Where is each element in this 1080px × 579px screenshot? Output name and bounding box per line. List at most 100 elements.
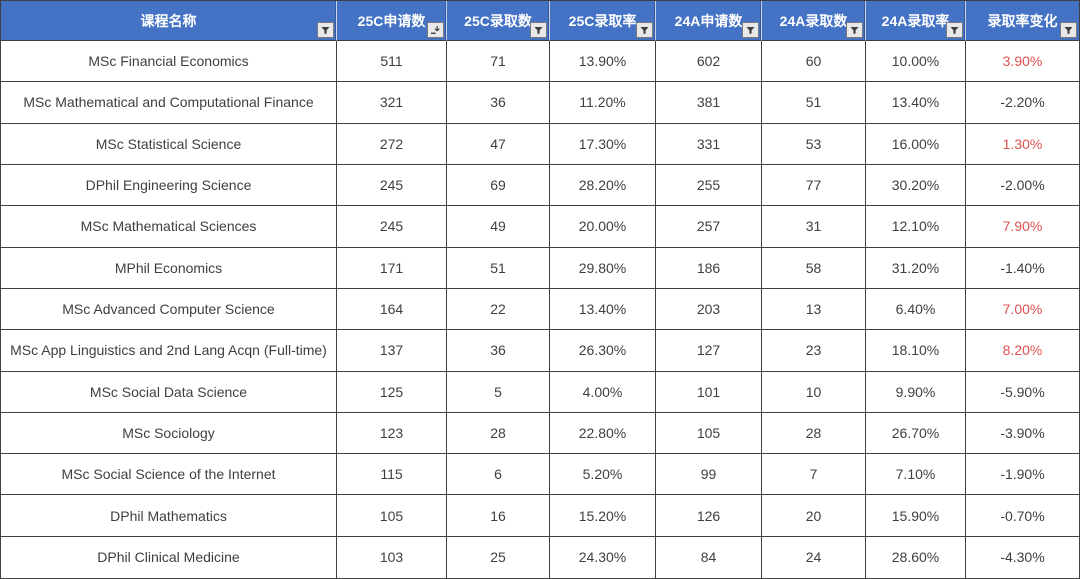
col-header-25c-offers: 25C录取数: [447, 1, 550, 41]
filter-dropdown-icon[interactable]: [846, 22, 863, 38]
cell-25c-rate: 24.30%: [550, 536, 656, 579]
table-row: MSc App Linguistics and 2nd Lang Acqn (F…: [1, 330, 1079, 372]
cell-24a-rate: 16.00%: [866, 123, 966, 165]
cell-rate-change: 7.90%: [966, 206, 1079, 248]
cell-24a-rate: 10.00%: [866, 41, 966, 83]
cell-course-name: MSc Sociology: [1, 412, 337, 455]
cell-course-name: MPhil Economics: [1, 247, 337, 289]
cell-24a-applications: 126: [656, 495, 762, 537]
cell-rate-change: -0.70%: [966, 495, 1079, 537]
cell-25c-applications: 245: [337, 164, 447, 207]
cell-24a-applications: 257: [656, 206, 762, 248]
filter-dropdown-icon[interactable]: [946, 22, 963, 38]
col-header-24a-offers: 24A录取数: [762, 1, 866, 41]
cell-24a-rate: 15.90%: [866, 495, 966, 537]
filter-dropdown-icon[interactable]: [742, 22, 759, 38]
cell-24a-offers: 10: [762, 371, 866, 413]
cell-course-name: MSc App Linguistics and 2nd Lang Acqn (F…: [1, 330, 337, 372]
cell-24a-rate: 26.70%: [866, 412, 966, 455]
cell-24a-offers: 13: [762, 288, 866, 331]
cell-24a-applications: 186: [656, 247, 762, 289]
cell-25c-offers: 28: [447, 412, 550, 455]
cell-25c-rate: 13.40%: [550, 288, 656, 331]
filter-dropdown-icon[interactable]: [1060, 22, 1077, 38]
cell-24a-rate: 7.10%: [866, 454, 966, 496]
cell-25c-rate: 26.30%: [550, 330, 656, 372]
cell-24a-applications: 84: [656, 536, 762, 579]
cell-rate-change: 3.90%: [966, 41, 1079, 83]
cell-course-name: MSc Financial Economics: [1, 41, 337, 83]
col-header-label: 录取率变化: [987, 12, 1058, 29]
filter-dropdown-icon[interactable]: [317, 22, 334, 38]
cell-24a-rate: 31.20%: [866, 247, 966, 289]
cell-25c-rate: 11.20%: [550, 82, 656, 124]
cell-25c-rate: 13.90%: [550, 41, 656, 83]
cell-course-name: MSc Social Data Science: [1, 371, 337, 413]
col-header-24a-applications: 24A申请数: [656, 1, 762, 41]
cell-25c-offers: 36: [447, 330, 550, 372]
table-row: MSc Statistical Science 272 47 17.30% 331 53 1…: [1, 123, 1079, 165]
cell-25c-rate: 22.80%: [550, 412, 656, 455]
cell-course-name: DPhil Clinical Medicine: [1, 536, 337, 579]
col-header-label: 24A录取率: [881, 12, 950, 29]
cell-24a-applications: 127: [656, 330, 762, 372]
cell-rate-change: -3.90%: [966, 413, 1079, 455]
table-row: MSc Sociology 123 28 22.80% 105 28 26.70% -3.90…: [1, 412, 1079, 455]
cell-25c-applications: 164: [337, 288, 447, 331]
cell-course-name: DPhil Mathematics: [1, 495, 337, 537]
cell-rate-change: -4.30%: [1000, 549, 1045, 566]
cell-24a-applications: 203: [656, 288, 762, 331]
col-header-25c-applications: 25C申请数: [337, 1, 447, 41]
cell-rate-change: 1.30%: [966, 124, 1079, 165]
cell-25c-offers: 22: [447, 288, 550, 331]
cell-24a-rate: 30.20%: [866, 164, 966, 207]
cell-25c-applications: 137: [337, 330, 447, 372]
cell-25c-rate: 17.30%: [550, 123, 656, 165]
cell-25c-applications: 103: [337, 536, 447, 579]
cell-25c-offers: 47: [447, 123, 550, 165]
cell-25c-offers: 71: [447, 41, 550, 83]
table-row: DPhil Clinical Medicine 103 25 24.30% 84 24 28…: [1, 536, 1079, 579]
cell-24a-offers: 53: [762, 123, 866, 165]
table-row: MSc Social Science of the Internet 115 6 5.…: [1, 454, 1079, 496]
cell-25c-offers: 51: [447, 247, 550, 289]
cell-24a-offers: 24: [762, 536, 866, 579]
cell-25c-applications: 125: [337, 371, 447, 413]
cell-25c-offers: 69: [447, 164, 550, 207]
cell-24a-rate: 13.40%: [866, 82, 966, 124]
col-header-label: 25C录取率: [568, 12, 637, 29]
cell-24a-offers: 58: [762, 247, 866, 289]
cell-25c-applications: 171: [337, 247, 447, 289]
cell-25c-offers: 16: [447, 495, 550, 537]
cell-course-name: MSc Mathematical Sciences: [1, 206, 337, 248]
sort-descending-filter-icon[interactable]: [427, 22, 444, 38]
cell-24a-applications: 101: [656, 371, 762, 413]
table-row: MSc Mathematical and Computational Finan…: [1, 82, 1079, 124]
cell-25c-applications: 105: [337, 495, 447, 537]
cell-course-name: MSc Advanced Computer Science: [1, 288, 337, 331]
cell-25c-rate: 29.80%: [550, 247, 656, 289]
cell-25c-rate: 28.20%: [550, 164, 656, 207]
table-row: MPhil Economics 171 51 29.80% 186 58 31.20% -1.…: [1, 247, 1079, 289]
table-row: MSc Advanced Computer Science 164 22 13.40%…: [1, 288, 1079, 331]
col-header-25c-rate: 25C录取率: [550, 1, 656, 41]
cell-25c-offers: 49: [447, 206, 550, 248]
cell-24a-offers: 60: [762, 41, 866, 83]
cell-25c-offers: 36: [447, 82, 550, 124]
cell-24a-offers: 51: [762, 82, 866, 124]
col-header-label: 24A申请数: [674, 12, 743, 29]
cell-24a-applications: 105: [656, 412, 762, 455]
filter-dropdown-icon[interactable]: [530, 22, 547, 38]
cell-rate-change: 7.00%: [966, 289, 1079, 331]
table-row: MSc Financial Economics 511 71 13.90% 602 60 1…: [1, 41, 1079, 83]
cell-rate-change: -5.90%: [966, 372, 1079, 413]
cell-course-name: MSc Statistical Science: [1, 123, 337, 165]
cell-25c-rate: 20.00%: [550, 206, 656, 248]
filter-dropdown-icon[interactable]: [636, 22, 653, 38]
cell-24a-applications: 381: [656, 82, 762, 124]
table-header-row: 课程名称 25C申请数 25C录取数 25C录取率 24A申请数 24A录取数 24A录取率…: [1, 1, 1079, 41]
cell-25c-offers: 5: [447, 371, 550, 413]
cell-24a-rate: 18.10%: [866, 330, 966, 372]
col-header-rate-change: 录取率变化: [966, 1, 1079, 41]
cell-24a-applications: 99: [656, 454, 762, 496]
